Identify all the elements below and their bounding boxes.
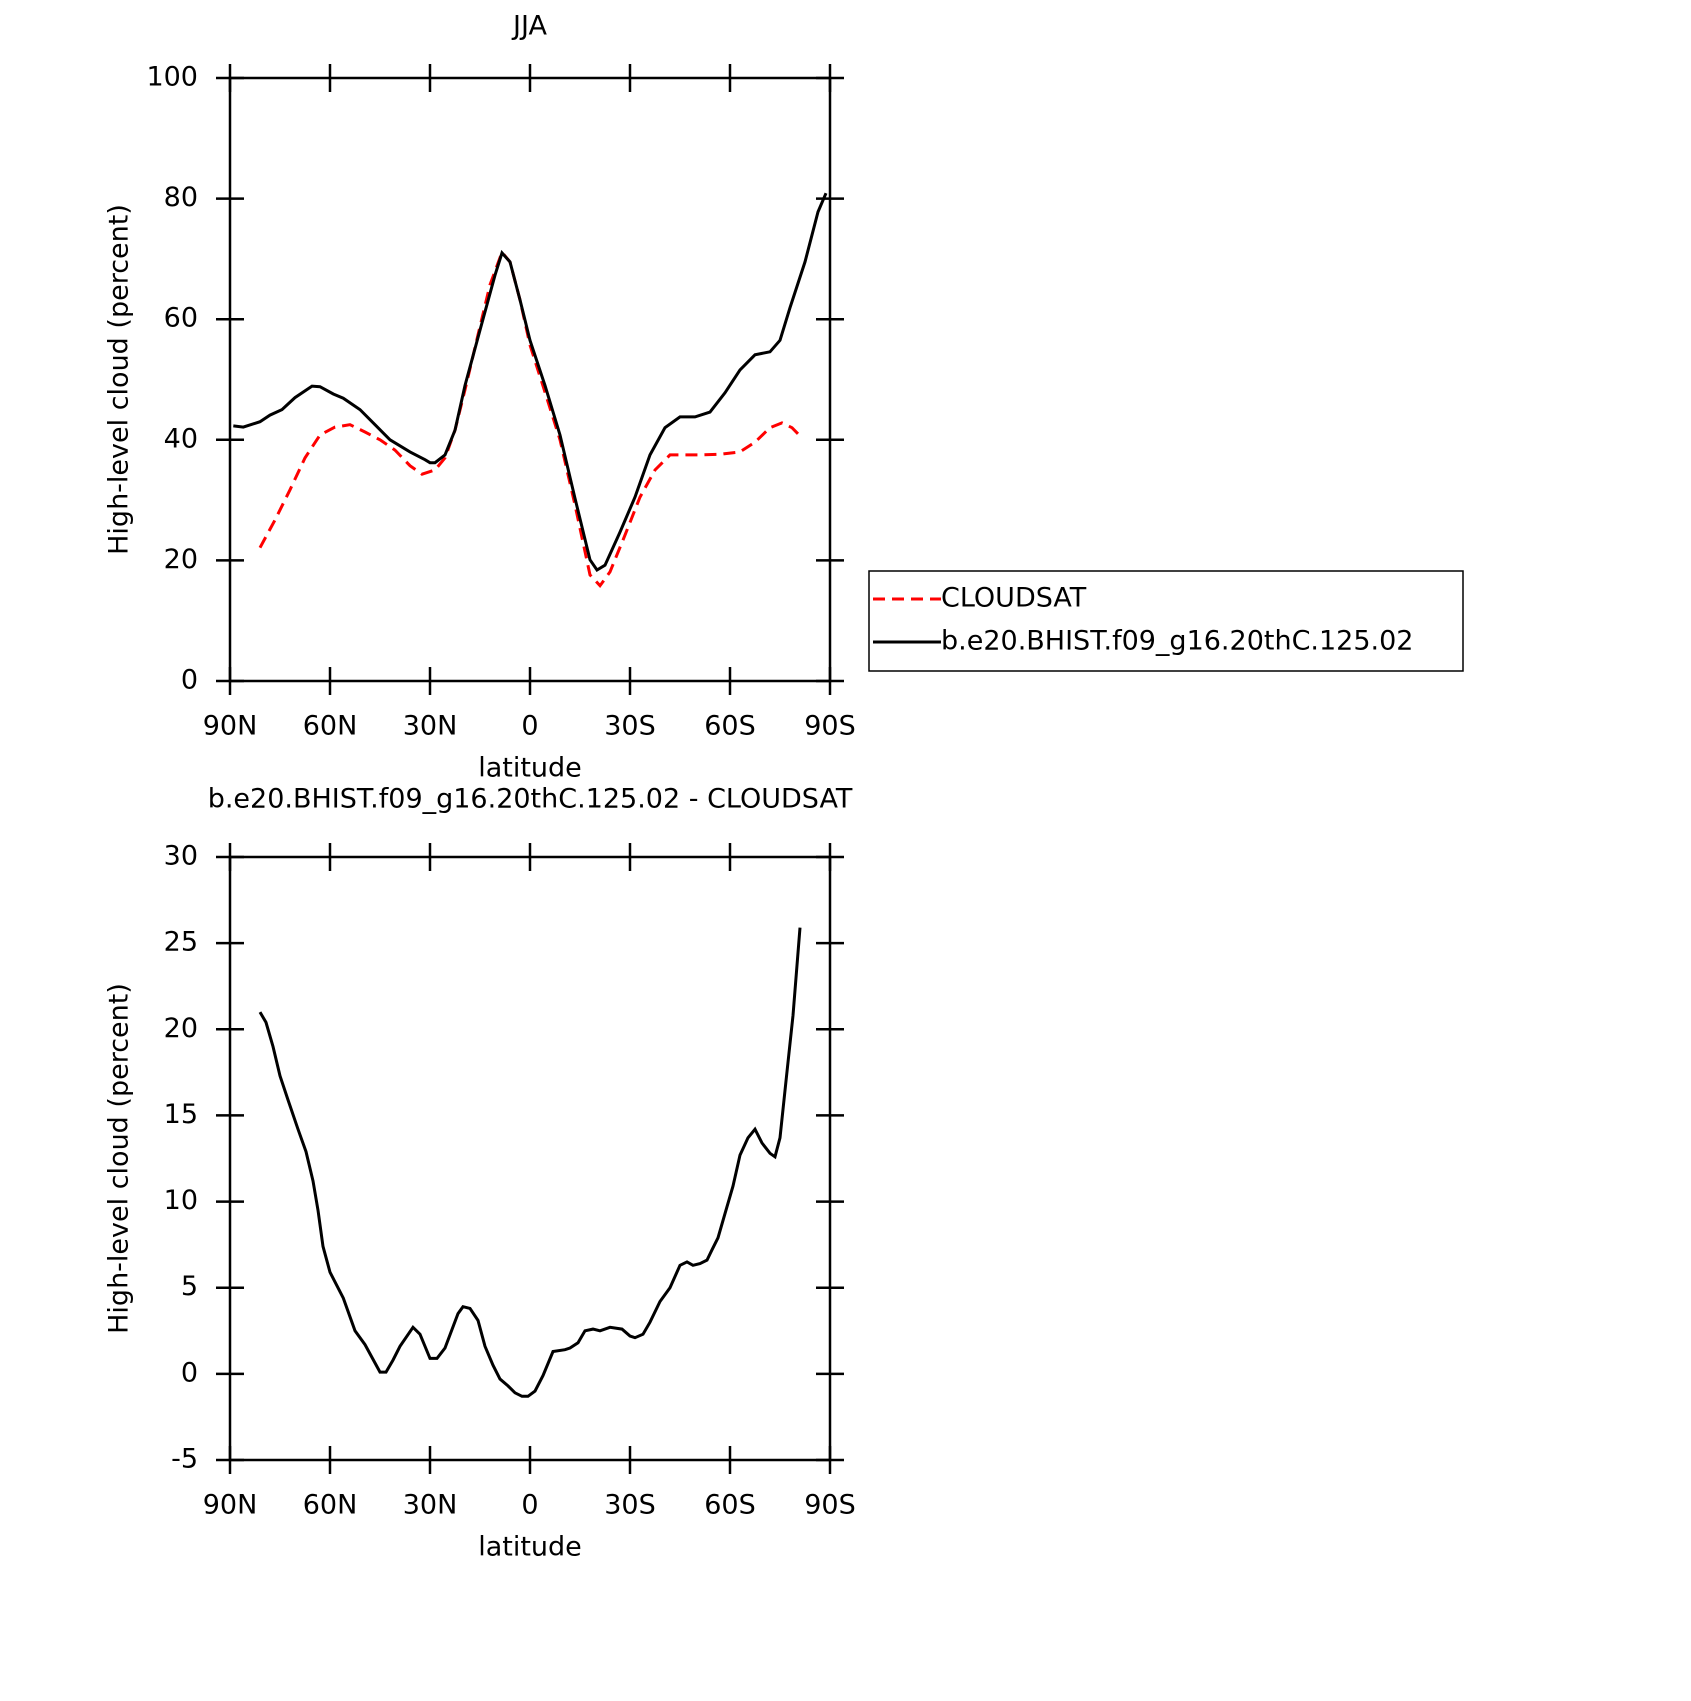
y-tick-label: 15	[164, 1099, 198, 1130]
y-tick-label: 25	[164, 927, 198, 958]
x-tick-label: 90S	[804, 711, 856, 742]
legend: CLOUDSAT b.e20.BHIST.f09_g16.20thC.125.02	[868, 570, 1464, 672]
y-tick-label: 40	[164, 423, 198, 454]
x-tick-label: 0	[521, 711, 538, 742]
chart-title: JJA	[511, 11, 547, 42]
x-tick-label: 30N	[403, 1490, 458, 1521]
x-tick-label: 30N	[403, 711, 458, 742]
y-tick-label: 5	[181, 1271, 198, 1302]
legend-label: CLOUDSAT	[941, 583, 1087, 614]
x-tick-label: 60S	[704, 711, 756, 742]
x-tick-label: 90N	[203, 711, 258, 742]
data-line	[258, 927, 802, 1398]
legend-box	[868, 570, 1464, 672]
y-tick-label: 0	[181, 1357, 198, 1388]
x-tick-label: 90S	[804, 1490, 856, 1521]
plot-frame	[228, 76, 832, 683]
y-tick-label: -5	[171, 1444, 198, 1475]
x-tick-label: 30S	[604, 1490, 656, 1521]
data-line	[233, 192, 828, 573]
x-tick-label: 60S	[704, 1490, 756, 1521]
y-tick-label: 0	[181, 665, 198, 696]
x-tick-label: 60N	[303, 1490, 358, 1521]
y-tick-label: 20	[164, 1013, 198, 1044]
x-tick-label: 60N	[303, 711, 358, 742]
y-tick-label: 60	[164, 303, 198, 334]
chart-title: b.e20.BHIST.f09_g16.20thC.125.02 - CLOUD…	[208, 784, 853, 815]
x-tick-label: 90N	[203, 1490, 258, 1521]
y-tick-label: 80	[164, 182, 198, 213]
x-tick-label: 30S	[604, 711, 656, 742]
y-tick-label: 10	[164, 1185, 198, 1216]
legend-label: b.e20.BHIST.f09_g16.20thC.125.02	[941, 626, 1413, 657]
y-axis-label: High-level cloud (percent)	[104, 983, 135, 1334]
x-tick-label: 0	[521, 1490, 538, 1521]
y-axis-label: High-level cloud (percent)	[104, 204, 135, 555]
y-tick-label: 20	[164, 544, 198, 575]
panel: b.e20.BHIST.f09_g16.20thC.125.02 - CLOUD…	[104, 784, 856, 1563]
y-tick-label: 30	[164, 841, 198, 872]
y-tick-label: 100	[146, 62, 198, 93]
panel: JJA 0 20 40 60 80 100 90N 60N 30N 0 30S 60S 90S latitu…	[104, 11, 1464, 784]
data-line	[258, 249, 804, 589]
x-axis-label: latitude	[478, 753, 582, 784]
x-axis-label: latitude	[478, 1532, 582, 1563]
